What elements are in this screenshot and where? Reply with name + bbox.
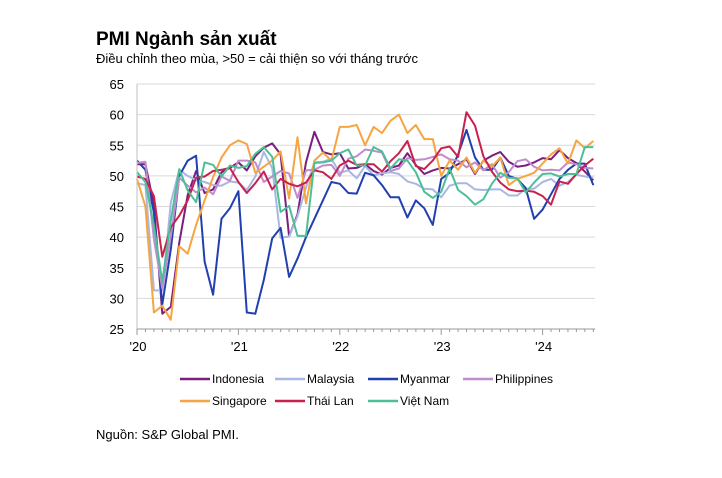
y-tick-label: 25 [110, 322, 124, 337]
x-tick-label: '23 [434, 339, 451, 354]
legend-label: Việt Nam [400, 394, 449, 408]
legend-label: Philippines [495, 372, 553, 386]
y-tick-label: 30 [110, 291, 124, 306]
chart-subtitle: Điều chỉnh theo mùa, >50 = cải thiện so … [96, 51, 419, 66]
series-line-thái-lan [136, 111, 594, 258]
x-tick-label: '22 [332, 339, 349, 354]
y-tick-label: 55 [110, 138, 124, 153]
y-tick-label: 50 [110, 169, 124, 184]
series-line-philippines [136, 148, 594, 290]
legend-item: Myanmar [368, 372, 450, 386]
y-tick-label: 35 [110, 261, 124, 276]
legend-label: Myanmar [400, 372, 450, 386]
x-tick-label: '20 [130, 339, 147, 354]
chart-title: PMI Ngành sản xuất [96, 29, 277, 50]
legend-item: Philippines [463, 372, 553, 386]
series-line-myanmar [136, 128, 595, 315]
legend-label: Indonesia [212, 372, 264, 386]
legend-item: Singapore [180, 394, 267, 408]
legend-item: Thái Lan [275, 394, 354, 408]
legend-item: Việt Nam [368, 394, 449, 408]
legend-label: Singapore [212, 394, 267, 408]
x-tick-label: '21 [231, 339, 248, 354]
legend-label: Thái Lan [307, 394, 354, 408]
y-tick-label: 40 [110, 230, 124, 245]
series-line-việt-nam [136, 146, 594, 283]
legend-item: Indonesia [180, 372, 264, 386]
y-tick-label: 45 [110, 200, 124, 215]
legend-item: Malaysia [275, 372, 355, 386]
source-note: Nguồn: S&P Global PMI. [96, 427, 239, 442]
y-tick-label: 65 [110, 77, 124, 92]
x-tick-label: '24 [535, 339, 552, 354]
legend-label: Malaysia [307, 372, 355, 386]
y-tick-label: 60 [110, 108, 124, 123]
